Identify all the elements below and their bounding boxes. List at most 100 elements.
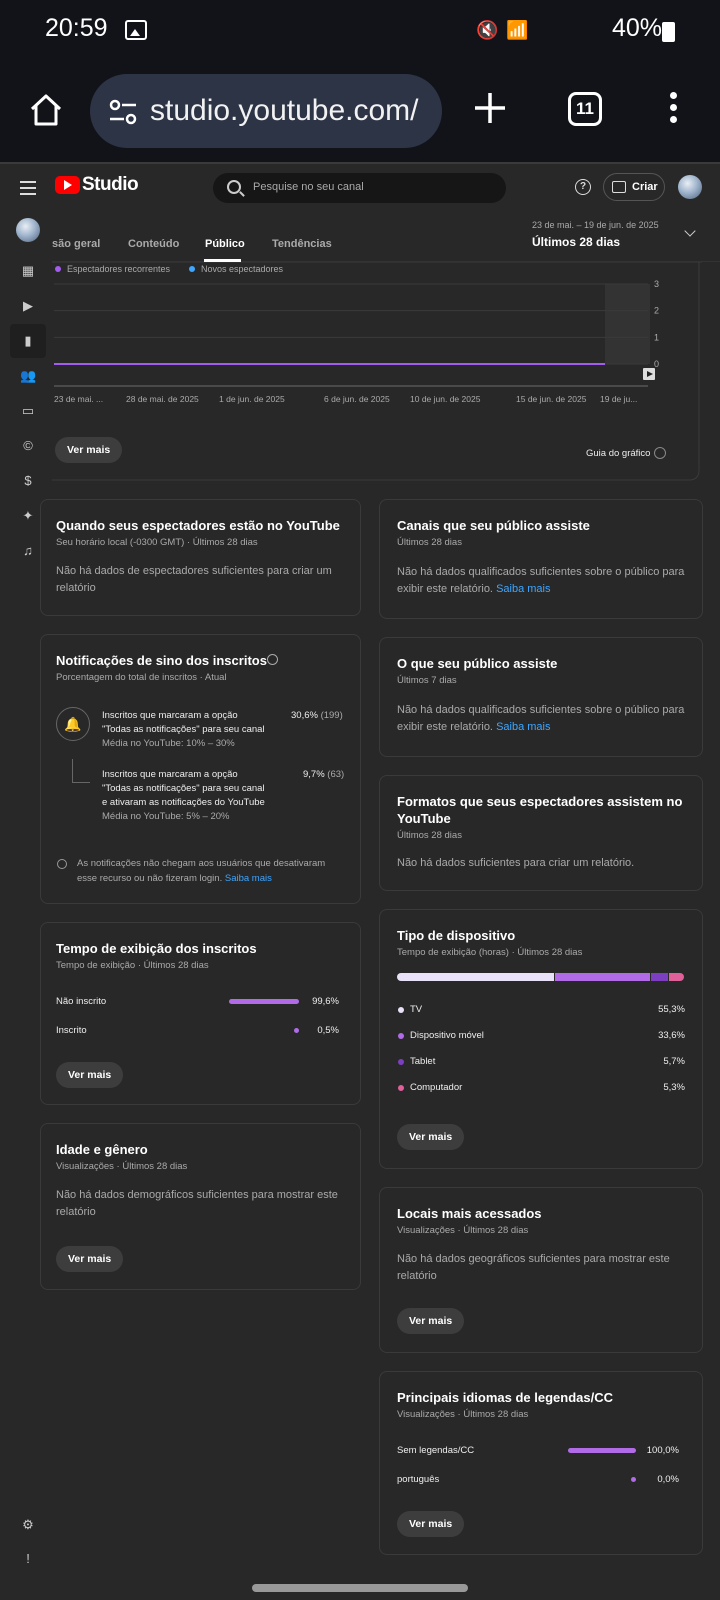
guide-label[interactable]: Guia do gráfico [586,448,650,459]
see-more-button[interactable]: Ver mais [397,1124,465,1150]
chart-more-button[interactable]: Ver mais [55,437,123,463]
card-title: Formatos que seus espectadores assistem … [397,793,682,827]
connectivity-icons: 🔇📶 [476,20,537,40]
tab-switcher-button[interactable]: 11 [568,92,602,126]
card-title: Idade e gênero [56,1142,148,1157]
card-body: Não há dados demográficos suficientes pa… [56,1189,338,1218]
y-gridlines [54,283,648,365]
sidebar-item-customization[interactable]: ✦ [10,499,46,533]
learn-more-link[interactable]: Saiba mais [496,721,551,733]
sidebar-item-dashboard[interactable]: ▦ [10,254,46,288]
learn-more-link[interactable]: Saiba mais [496,583,551,595]
row-label: Inscrito [56,1025,87,1036]
account-avatar[interactable] [678,175,702,199]
formats-card: Formatos que seus espectadores assistem … [379,775,703,891]
x-tick-label: 23 de mai. ... [54,394,103,404]
device-type-card: Tipo de dispositivo Tempo de exibição (h… [379,909,703,1169]
search-placeholder: Pesquise no seu canal [253,181,364,193]
bar-not-subscribed [229,999,299,1004]
top-locations-card: Locais mais acessados Visualizações · Úl… [379,1187,703,1353]
title-line: Formatos que seus espectadores assistem … [397,794,683,809]
row-value: 100,0% [646,1445,679,1456]
card-body: Não há dados geográficos suficientes par… [397,1253,670,1282]
learn-more-link[interactable]: Saiba mais [224,873,272,884]
analytics-icon: ▮ [24,333,32,348]
card-title: Tipo de dispositivo [397,928,516,943]
row-line: "Todas as notificações" para seu canal [102,724,265,735]
feedback-icon: ! [26,1551,30,1566]
see-more-button[interactable]: Ver mais [397,1308,465,1334]
see-more-button[interactable]: Ver mais [397,1511,465,1537]
site-settings-icon[interactable] [108,98,138,126]
device-bar-segment [554,973,651,981]
sidebar-item-analytics[interactable]: ▮ [10,324,46,358]
sidebar-item-audio-library[interactable]: ♫ [10,534,46,568]
card-title: Notificações de sino dos inscritos [56,653,267,668]
y-tick-label: 0 [654,359,659,369]
tab-content[interactable]: Conteúdo [128,238,180,250]
age-gender-card: Idade e gênero Visualizações · Últimos 2… [40,1123,361,1290]
tab-audience[interactable]: Público [205,238,245,250]
hamburger-menu-icon[interactable] [20,181,36,199]
card-subtitle: Visualizações · Últimos 28 dias [397,1225,529,1236]
studio-logo-text[interactable]: Studio [82,174,139,195]
sidebar-item-settings[interactable]: ⚙ [10,1508,46,1542]
clock: 20:59 [45,14,108,42]
dashboard-icon: ▦ [21,263,35,278]
tab-trends[interactable]: Tendências [272,238,332,250]
url-text: studio.youtube.com/ [150,94,419,127]
device-label-tablet: Tablet [410,1056,436,1067]
address-bar[interactable]: studio.youtube.com/ [90,74,442,148]
card-title: Quando seus espectadores estão no YouTub… [56,518,340,533]
row-label: Sem legendas/CC [397,1445,475,1456]
device-bar-segment [397,973,555,981]
sidebar-item-community[interactable]: 👥 [10,359,46,393]
channel-avatar[interactable] [16,218,40,242]
date-range-label[interactable]: Últimos 28 dias [532,235,621,249]
new-tab-icon[interactable] [472,90,508,126]
card-subtitle: Tempo de exibição (horas) · Últimos 28 d… [397,947,583,958]
create-video-icon [612,181,626,193]
search-input[interactable]: Pesquise no seu canal [213,173,506,203]
community-icon: 👥 [20,368,37,383]
gesture-home-bar[interactable] [252,1584,468,1592]
sidebar-item-copyright[interactable]: © [10,429,46,463]
info-icon[interactable] [267,654,278,665]
note-line: esse recurso ou não fizeram login. [77,873,223,884]
content-icon: ▶ [23,298,33,313]
youtube-logo-icon[interactable] [55,176,80,194]
legend-returning: Espectadores recorrentes [67,264,171,274]
sidebar-item-earn[interactable]: $ [10,464,46,498]
device-value-tablet: 5,7% [663,1056,685,1067]
active-tab-indicator [204,259,241,262]
bar-no-captions [568,1448,636,1453]
date-range-text[interactable]: 23 de mai. – 19 de jun. de 2025 [532,220,659,230]
guide-link[interactable]: Guia do gráfico [586,447,666,460]
browser-menu-icon[interactable] [670,92,678,128]
see-more-button[interactable]: Ver mais [56,1246,124,1272]
device-value-tv: 55,3% [658,1004,685,1015]
sidebar-item-feedback[interactable]: ! [10,1542,46,1576]
percent: 30,6% [291,710,318,721]
sidebar-item-subtitles[interactable]: ▭ [10,394,46,428]
help-icon[interactable]: ? [575,179,591,195]
tab-overview[interactable]: são geral [52,238,101,250]
bar-portuguese [631,1477,636,1482]
bell-note: As notificações não chegam aos usuários … [77,856,325,886]
home-icon[interactable] [28,92,64,128]
studio-header: Studio Pesquise no seu canal ? Criar [0,166,720,210]
sidebar-item-content[interactable]: ▶ [10,289,46,323]
chevron-down-icon[interactable] [684,225,696,237]
info-icon [57,859,67,869]
card-subtitle: Visualizações · Últimos 28 dias [56,1161,188,1172]
row-value: 0,0% [657,1474,679,1485]
see-more-button[interactable]: Ver mais [56,1062,124,1088]
when-watching-card: Quando seus espectadores estão no YouTub… [40,499,361,616]
tree-connector [72,759,90,783]
device-bar-segment [667,973,684,981]
legend-dot-tv [398,1007,404,1013]
create-button[interactable]: Criar [603,173,665,201]
bar-subscribed [294,1028,299,1033]
chart-play-glyph [647,371,653,377]
card-subtitle: Seu horário local (-0300 GMT) · Últimos … [56,537,258,548]
